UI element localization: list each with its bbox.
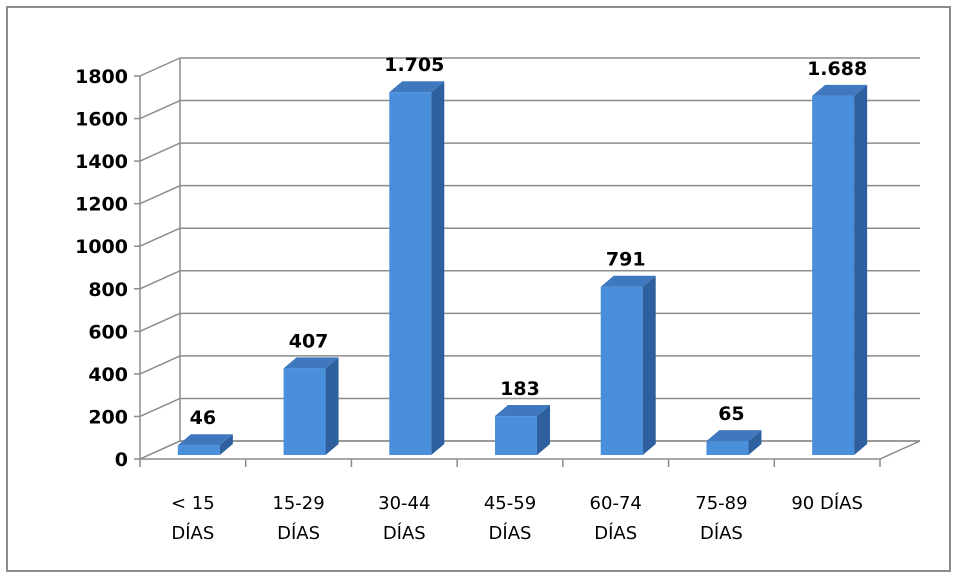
bar-front <box>706 441 749 455</box>
gridline-side <box>139 397 181 418</box>
y-tick-label: 200 <box>88 406 128 428</box>
data-label: 183 <box>500 378 540 400</box>
data-label: 1.688 <box>807 58 867 80</box>
y-tick-label: 1400 <box>75 151 128 173</box>
gridline-side <box>139 99 181 120</box>
bar-front <box>812 95 855 455</box>
x-tick-label: 30-44 DÍAS <box>378 493 430 544</box>
bar-front <box>495 416 537 455</box>
bar-top <box>812 84 868 96</box>
bar <box>177 434 233 455</box>
y-tick-label: 800 <box>88 279 128 301</box>
bar-side <box>854 84 868 455</box>
bar <box>283 357 339 455</box>
y-tick-label: 400 <box>88 364 128 386</box>
data-label: 791 <box>606 249 646 271</box>
bar-side <box>748 430 762 455</box>
data-label: 1.705 <box>384 54 444 76</box>
x-tick-label: 75-89 DÍAS <box>695 493 747 544</box>
y-tick-label: 1800 <box>75 66 128 88</box>
bar-top <box>600 275 656 287</box>
gridlines <box>139 57 920 460</box>
bars <box>177 81 868 455</box>
gridline-side <box>139 142 181 162</box>
bar-side <box>431 81 445 455</box>
y-tick-label: 1200 <box>75 194 128 216</box>
bar-side <box>642 275 656 455</box>
bar-chart: 0 200 400 600 800 1000 1200 1400 1600 1800 46 407 1… <box>75 54 921 544</box>
gridline-side <box>139 184 181 205</box>
bar-top <box>177 434 233 446</box>
bar-top <box>389 81 445 93</box>
chart-floor <box>139 440 921 460</box>
bar-top <box>706 430 762 442</box>
x-tick-label: 45-59 DÍAS <box>484 493 536 544</box>
bar <box>495 405 550 455</box>
bar <box>812 84 868 455</box>
bar-front <box>177 445 220 455</box>
x-tick-labels: < 15 DÍAS 15-29 DÍAS 30-44 DÍAS 45-59 DÍAS 60-74… <box>171 492 863 544</box>
bar-side <box>537 405 550 455</box>
x-tick-label: 90 DÍAS <box>791 492 863 514</box>
data-label: 407 <box>289 330 329 352</box>
bar-front <box>283 368 326 455</box>
gridline-side <box>139 270 181 290</box>
bar-top <box>495 405 550 417</box>
gridline-side <box>139 57 181 77</box>
bar <box>600 275 656 455</box>
bar-front <box>600 286 643 455</box>
x-tick-label: < 15 DÍAS <box>171 493 215 544</box>
bar-front <box>389 92 432 455</box>
bar <box>706 430 762 455</box>
y-tick-labels: 0 200 400 600 800 1000 1200 1400 1600 1800 <box>75 66 128 471</box>
y-tick-label: 600 <box>88 321 128 343</box>
bar-side <box>325 357 339 455</box>
bar <box>389 81 445 455</box>
x-tick-label: 60-74 DÍAS <box>590 493 642 544</box>
y-tick-label: 1600 <box>75 109 128 131</box>
gridline-side <box>139 355 181 375</box>
x-tick-label: 15-29 DÍAS <box>272 493 324 544</box>
data-label: 46 <box>190 407 216 429</box>
axes <box>134 58 921 467</box>
chart-frame: 0 200 400 600 800 1000 1200 1400 1600 1800 46 407 1… <box>6 6 951 572</box>
data-label: 65 <box>718 403 744 425</box>
bar-top <box>283 357 339 369</box>
y-tick-label: 1000 <box>75 236 128 258</box>
data-labels: 46 407 1.705 183 791 65 1.688 <box>190 54 868 429</box>
gridline-side <box>139 227 181 247</box>
y-tick-label: 0 <box>115 449 128 471</box>
gridline-side <box>139 312 181 333</box>
bar-side <box>219 434 233 455</box>
